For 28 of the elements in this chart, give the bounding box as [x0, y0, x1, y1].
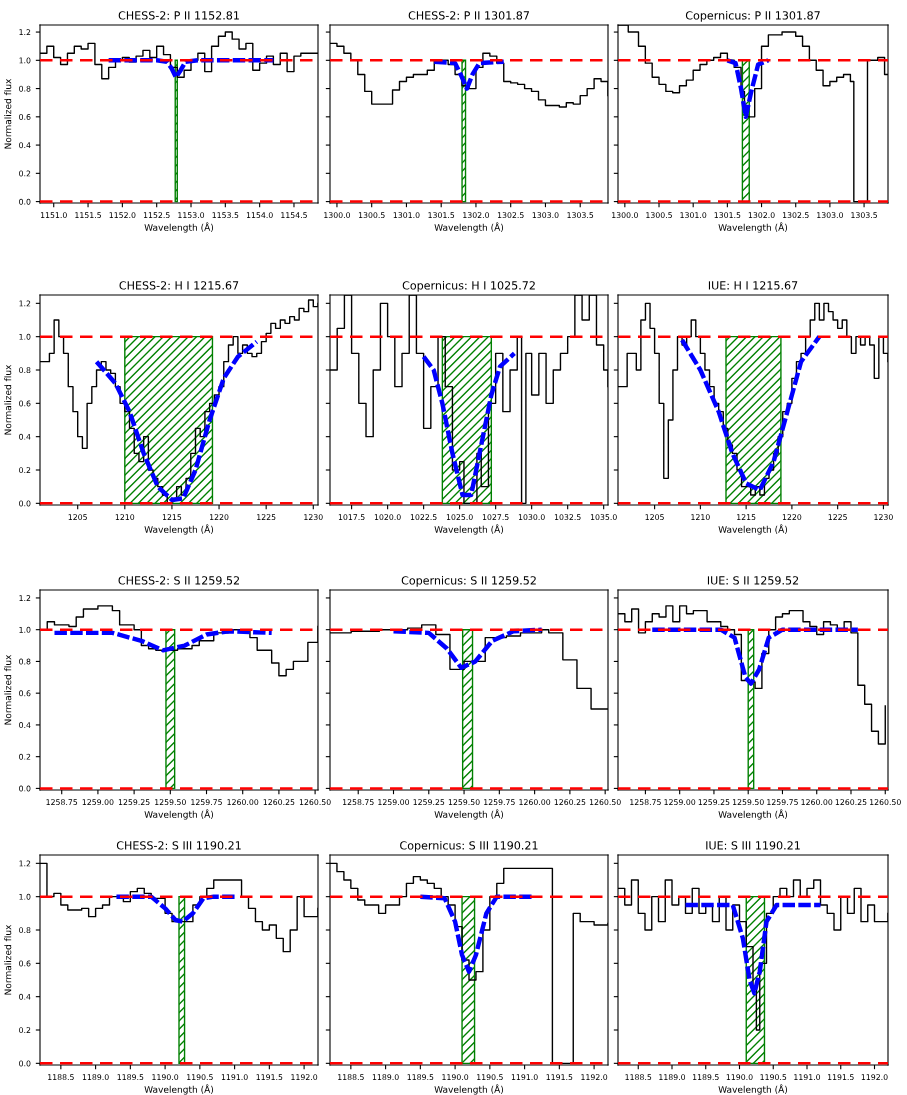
x-axis-title: Wavelength (Å)	[434, 222, 504, 233]
x-axis-title: Wavelength (Å)	[144, 809, 214, 820]
x-axis-title: Wavelength (Å)	[718, 809, 788, 820]
chart-title: IUE: H I 1215.67	[708, 281, 798, 290]
y-axis-title: Normalized flux	[4, 78, 12, 149]
y-axis-title: Normalized flux	[4, 924, 12, 995]
chart-title: CHESS-2: S III 1190.21	[116, 841, 241, 850]
chart-title: Copernicus: S III 1190.21	[400, 841, 538, 852]
chart-title: Copernicus: S II 1259.52	[401, 576, 536, 587]
x-axis-title: Wavelength (Å)	[144, 222, 214, 233]
chart-title: CHESS-2: H I 1215.67	[119, 281, 239, 290]
x-axis-title: Wavelength (Å)	[434, 524, 504, 535]
x-axis-title: Wavelength (Å)	[434, 809, 504, 820]
chart-title: IUE: S III 1190.21	[706, 841, 800, 850]
x-axis-title: Wavelength (Å)	[144, 524, 214, 535]
chart-title: CHESS-2: S II 1259.52	[118, 576, 239, 585]
chart-title: Copernicus: H I 1025.72	[402, 281, 535, 292]
x-axis-title: Wavelength (Å)	[718, 222, 788, 233]
chart-title: CHESS-2: P II 1152.81	[118, 11, 239, 20]
y-axis-title: Normalized flux	[4, 364, 12, 435]
x-axis-title: Wavelength (Å)	[718, 524, 788, 535]
chart-title: Copernicus: P II 1301.87	[685, 11, 820, 22]
x-axis-title: Wavelength (Å)	[144, 1084, 214, 1095]
x-axis-title: Wavelength (Å)	[434, 1084, 504, 1095]
chart-title: IUE: S II 1259.52	[707, 576, 799, 585]
y-axis-title: Normalized flux	[4, 654, 12, 725]
chart-title: CHESS-2: P II 1301.87	[408, 11, 529, 20]
x-axis-title: Wavelength (Å)	[718, 1084, 788, 1095]
